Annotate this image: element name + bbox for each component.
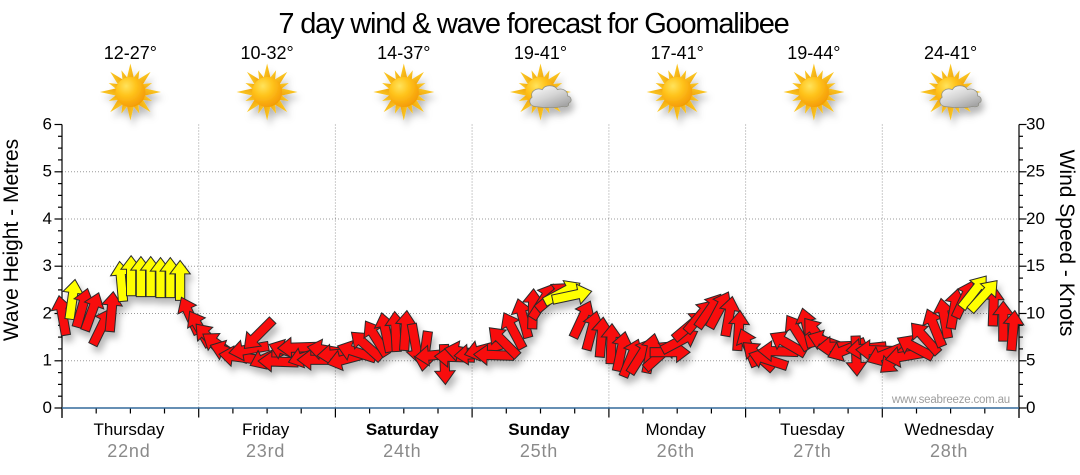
svg-text:Friday: Friday xyxy=(242,420,290,439)
svg-text:Saturday: Saturday xyxy=(366,420,439,439)
svg-text:0: 0 xyxy=(1026,398,1035,417)
svg-text:10-32°: 10-32° xyxy=(240,43,293,63)
svg-text:15: 15 xyxy=(1026,256,1045,275)
svg-text:3: 3 xyxy=(43,256,52,275)
svg-text:10: 10 xyxy=(1026,303,1045,322)
svg-text:Sunday: Sunday xyxy=(508,420,570,439)
svg-text:22nd: 22nd xyxy=(107,441,150,461)
svg-text:Wednesday: Wednesday xyxy=(904,420,994,439)
svg-text:6: 6 xyxy=(43,114,52,133)
svg-text:5: 5 xyxy=(43,162,52,181)
svg-text:7 day wind & wave forecast for: 7 day wind & wave forecast for Goomalibe… xyxy=(278,8,788,40)
svg-text:2: 2 xyxy=(43,303,52,322)
svg-text:24th: 24th xyxy=(383,441,421,461)
svg-text:28th: 28th xyxy=(930,441,968,461)
svg-text:25th: 25th xyxy=(520,441,558,461)
svg-text:5: 5 xyxy=(1026,351,1035,370)
svg-text:24-41°: 24-41° xyxy=(924,43,977,63)
svg-text:1: 1 xyxy=(43,351,52,370)
svg-text:Tuesday: Tuesday xyxy=(780,420,845,439)
svg-text:Monday: Monday xyxy=(645,420,706,439)
svg-text:26th: 26th xyxy=(657,441,695,461)
svg-text:12-27°: 12-27° xyxy=(104,43,157,63)
svg-text:27th: 27th xyxy=(793,441,831,461)
svg-text:17-41°: 17-41° xyxy=(651,43,704,63)
svg-text:Wave Height - Metres: Wave Height - Metres xyxy=(0,139,23,341)
svg-text:19-41°: 19-41° xyxy=(514,43,567,63)
svg-text:20: 20 xyxy=(1026,209,1045,228)
svg-text:0: 0 xyxy=(43,398,52,417)
svg-text:19-44°: 19-44° xyxy=(787,43,840,63)
svg-text:30: 30 xyxy=(1026,114,1045,133)
svg-text:25: 25 xyxy=(1026,162,1045,181)
svg-text:23rd: 23rd xyxy=(246,441,285,461)
svg-text:14-37°: 14-37° xyxy=(377,43,430,63)
svg-text:4: 4 xyxy=(43,209,52,228)
svg-text:Thursday: Thursday xyxy=(93,420,164,439)
svg-text:Wind Speed - Knots: Wind Speed - Knots xyxy=(1055,150,1078,337)
svg-text:www.seabreeze.com.au: www.seabreeze.com.au xyxy=(891,394,1010,406)
